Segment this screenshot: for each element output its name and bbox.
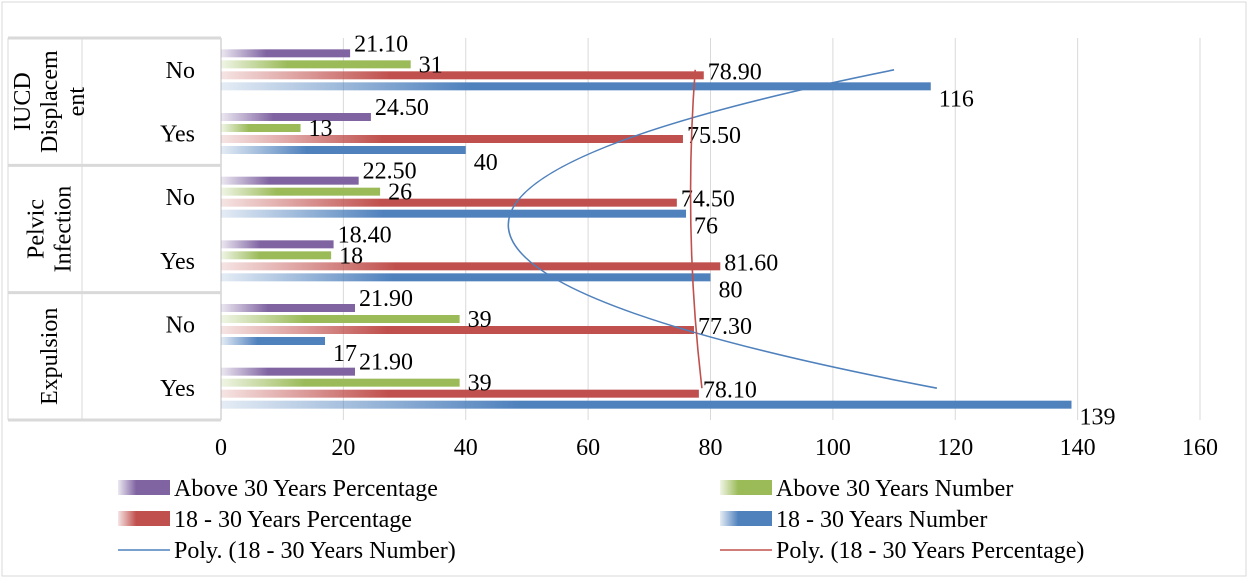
bar-above-30-years-number-1 — [221, 124, 301, 132]
data-label-above-30-years-percentage-3: 18.40 — [338, 222, 392, 248]
legend-label-poly-18-30-years-percentage: Poly. (18 - 30 Years Percentage) — [776, 538, 1084, 564]
gridlines — [342, 38, 1201, 420]
legend-label-18-30-years-percentage: 18 - 30 Years Percentage — [174, 507, 412, 533]
x-tick-label: 80 — [699, 435, 723, 461]
sub-category-label-no: No — [166, 185, 195, 211]
x-tick-label: 120 — [937, 435, 973, 461]
bar-18-30-years-percentage-3 — [221, 262, 721, 271]
bar-above-30-years-number-3 — [221, 251, 332, 260]
bar-above-30-years-number-2 — [221, 187, 381, 196]
data-label-above-30-years-number-5: 39 — [468, 371, 492, 397]
bar-18-30-years-number-1 — [221, 146, 466, 154]
bar-above-30-years-percentage-0 — [221, 49, 351, 58]
bar-above-30-years-percentage-1 — [221, 113, 371, 121]
data-label-above-30-years-percentage-0: 21.10 — [354, 31, 408, 57]
data-label-above-30-years-number-4: 39 — [468, 307, 492, 333]
legend: Above 30 Years Percentage Above 30 Years … — [118, 476, 1084, 564]
bar-18-30-years-percentage-5 — [221, 389, 699, 398]
bar-18-30-years-percentage-1 — [221, 135, 683, 143]
data-label-18-30-years-percentage-5: 78.10 — [703, 378, 757, 404]
data-label-18-30-years-percentage-3: 81.60 — [724, 250, 778, 276]
bars — [221, 49, 1072, 409]
legend-label-above-30-years-percentage: Above 30 Years Percentage — [174, 476, 438, 502]
data-label-above-30-years-number-2: 26 — [388, 180, 412, 206]
group-label-pelvic-infection: PelvicInfection — [24, 186, 77, 273]
data-label-18-30-years-number-5: 139 — [1080, 405, 1116, 431]
data-label-18-30-years-number-2: 76 — [694, 214, 718, 240]
data-label-18-30-years-percentage-1: 75.50 — [687, 123, 741, 149]
bar-above-30-years-percentage-4 — [221, 304, 356, 312]
data-label-18-30-years-percentage-0: 78.90 — [708, 59, 762, 85]
bar-18-30-years-percentage-2 — [221, 198, 677, 207]
legend-label-poly-18-30-years-number: Poly. (18 - 30 Years Number) — [174, 538, 456, 564]
x-tick-label: 160 — [1182, 435, 1218, 461]
bar-above-30-years-number-4 — [221, 315, 460, 323]
bar-above-30-years-percentage-2 — [221, 176, 359, 185]
x-tick-label: 40 — [454, 435, 478, 461]
data-label-18-30-years-percentage-2: 74.50 — [681, 187, 735, 213]
group-label-line: Expulsion — [37, 308, 63, 405]
data-label-18-30-years-number-4: 17 — [333, 341, 357, 367]
group-label-line: ent — [64, 87, 90, 117]
data-label-above-30-years-number-0: 31 — [419, 52, 443, 78]
x-tick-label: 60 — [576, 435, 600, 461]
legend-swatch-18-30-years-number — [720, 511, 772, 526]
axes: 0 20 40 60 80 100 120 140 160 — [215, 38, 1218, 461]
data-label-above-30-years-percentage-4: 21.90 — [359, 286, 413, 312]
bar-above-30-years-percentage-5 — [221, 367, 356, 376]
data-label-18-30-years-number-1: 40 — [474, 150, 498, 176]
data-labels: 21.10 24.50 22.50 18.40 21.90 21.90 31 13 26 18 39… — [309, 31, 1116, 430]
group-label-line: Displacem — [37, 50, 63, 153]
sub-category-label-yes: Yes — [160, 249, 195, 275]
trendline-poly-18-30-years-number — [507, 69, 938, 389]
trendline-poly-18-30-years-percentage — [689, 69, 703, 389]
group-label-iucd-displacement: IUCDDisplacement — [10, 50, 90, 153]
legend-swatch-18-30-years-percentage — [118, 511, 170, 526]
data-label-above-30-years-percentage-2: 22.50 — [363, 159, 417, 185]
bar-18-30-years-number-5 — [221, 400, 1072, 409]
x-tick-label: 100 — [815, 435, 851, 461]
group-label-line: IUCD — [10, 72, 36, 131]
bar-18-30-years-number-0 — [221, 82, 931, 91]
sub-category-label-yes: Yes — [160, 122, 195, 148]
x-tick-label: 0 — [215, 435, 227, 461]
data-label-above-30-years-percentage-5: 21.90 — [359, 350, 413, 376]
bar-18-30-years-percentage-4 — [221, 326, 694, 334]
group-label-line: Infection — [51, 186, 77, 273]
bar-18-30-years-number-2 — [221, 209, 687, 218]
x-tick-label: 140 — [1060, 435, 1096, 461]
data-label-above-30-years-number-1: 13 — [309, 116, 333, 142]
category-labels: IUCDDisplacement No Yes PelvicInfection No Ye… — [7, 36, 221, 422]
bar-above-30-years-percentage-3 — [221, 240, 334, 249]
sub-category-label-no: No — [166, 313, 195, 339]
group-label-line: Pelvic — [24, 199, 50, 259]
group-label-expulsion: Expulsion — [37, 308, 63, 405]
data-label-above-30-years-percentage-1: 24.50 — [375, 95, 429, 121]
bar-above-30-years-number-5 — [221, 378, 460, 387]
legend-swatch-above-30-years-percentage — [118, 480, 170, 495]
bar-18-30-years-percentage-0 — [221, 71, 704, 80]
bar-18-30-years-number-3 — [221, 273, 711, 282]
legend-label-above-30-years-number: Above 30 Years Number — [776, 476, 1013, 502]
bar-above-30-years-number-0 — [221, 60, 411, 69]
data-label-18-30-years-number-3: 80 — [719, 277, 743, 303]
legend-label-18-30-years-number: 18 - 30 Years Number — [776, 507, 987, 533]
x-tick-label: 20 — [331, 435, 355, 461]
trendlines — [507, 69, 938, 389]
sub-category-label-yes: Yes — [160, 376, 195, 402]
data-label-18-30-years-number-0: 116 — [939, 86, 974, 112]
legend-swatch-above-30-years-number — [720, 480, 772, 495]
sub-category-label-no: No — [166, 58, 195, 84]
bar-18-30-years-number-4 — [221, 337, 326, 345]
data-label-above-30-years-number-3: 18 — [339, 243, 363, 269]
